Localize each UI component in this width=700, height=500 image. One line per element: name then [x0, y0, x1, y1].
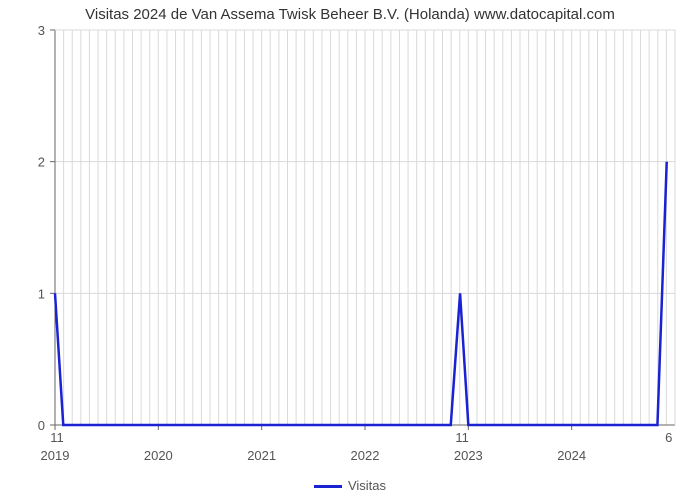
svg-text:2023: 2023 [454, 448, 483, 463]
svg-text:2022: 2022 [351, 448, 380, 463]
svg-text:0: 0 [38, 418, 45, 433]
svg-text:2020: 2020 [144, 448, 173, 463]
legend-swatch [314, 485, 342, 488]
svg-text:2021: 2021 [247, 448, 276, 463]
svg-text:2019: 2019 [41, 448, 70, 463]
chart-plot: 0 1 2 3 2019 2020 2021 2022 2023 2024 11 11 6 [0, 0, 700, 470]
svg-text:2: 2 [38, 155, 45, 170]
legend-label: Visitas [348, 478, 386, 493]
svg-text:3: 3 [38, 23, 45, 38]
chart-legend: Visitas [0, 478, 700, 493]
svg-text:11: 11 [455, 430, 469, 445]
svg-text:1: 1 [38, 286, 45, 301]
svg-text:11: 11 [50, 430, 64, 445]
chart-container: Visitas 2024 de Van Assema Twisk Beheer … [0, 0, 700, 500]
svg-text:6: 6 [665, 430, 672, 445]
svg-text:2024: 2024 [557, 448, 586, 463]
